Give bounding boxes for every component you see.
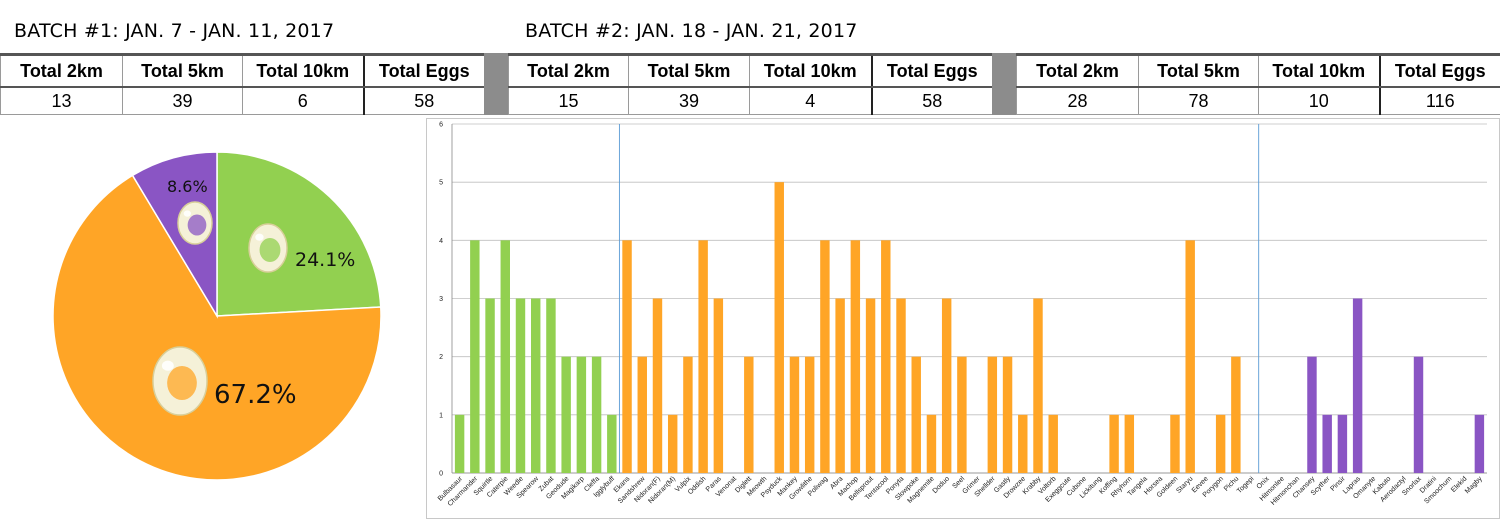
y-tick-label: 6 <box>439 122 443 129</box>
value-total-10km: 10 <box>1258 86 1380 115</box>
y-tick-label: 5 <box>439 180 443 187</box>
bar <box>1215 414 1226 473</box>
y-tick-label: 1 <box>439 412 443 419</box>
value-total-5km: 78 <box>1138 86 1259 115</box>
bar <box>500 240 510 473</box>
pie-slice-label: 8.6% <box>167 177 208 196</box>
y-tick-label: 3 <box>439 296 443 303</box>
value-total-2km: 13 <box>0 86 123 115</box>
header-total-10km: Total 10km <box>242 53 364 88</box>
green-egg-icon <box>248 223 288 273</box>
bar <box>515 298 526 473</box>
header-total-5km: Total 5km <box>1138 53 1259 88</box>
bar <box>850 240 861 473</box>
bar <box>546 298 556 473</box>
header-total-2km: Total 2km <box>1016 53 1139 88</box>
bar <box>1109 414 1119 473</box>
batch1-totals-table: Total 2km Total 5km Total 10km Total Egg… <box>0 53 485 115</box>
bar <box>804 356 815 473</box>
bar <box>941 298 952 473</box>
value-total-eggs: 58 <box>870 86 993 115</box>
bar <box>896 298 906 473</box>
purple-egg-icon <box>177 201 213 245</box>
header-total-10km: Total 10km <box>749 53 872 88</box>
bar <box>1033 298 1043 473</box>
pie-slice <box>52 174 382 481</box>
combined-totals-table: Total 2km Total 5km Total 10km Total Egg… <box>1016 53 1500 115</box>
bar <box>667 414 678 473</box>
bar <box>957 356 967 473</box>
header-total-5km: Total 5km <box>122 53 243 88</box>
bar <box>1307 356 1317 473</box>
bar <box>835 298 845 473</box>
batch2-title: BATCH #2: JAN. 18 - JAN. 21, 2017 <box>525 20 858 42</box>
pie-slice-label: 67.2% <box>214 380 297 410</box>
bar <box>1124 414 1135 473</box>
bar <box>1185 240 1195 473</box>
bar <box>1170 414 1180 473</box>
y-tick-label: 2 <box>439 354 443 361</box>
bar <box>607 414 617 473</box>
value-total-10km: 4 <box>749 86 872 115</box>
bar <box>820 240 830 473</box>
pie-slice <box>131 151 218 319</box>
bar <box>713 298 724 473</box>
value-total-5km: 39 <box>628 86 750 115</box>
bar <box>881 240 891 473</box>
bar <box>530 298 541 473</box>
bar <box>1018 414 1028 473</box>
bar <box>652 298 663 473</box>
header-total-eggs: Total Eggs <box>1378 53 1500 88</box>
bar <box>683 356 693 473</box>
bar <box>576 356 587 473</box>
bar <box>774 182 784 473</box>
bar <box>1352 298 1363 473</box>
header-total-10km: Total 10km <box>1258 53 1380 88</box>
totals-band: Total 2km Total 5km Total 10km Total Egg… <box>0 53 1500 115</box>
pokemon-hatch-bar-chart: 0123456BulbasaurCharmanderSquirtleCaterp… <box>426 118 1500 519</box>
bar <box>470 240 480 473</box>
bar <box>744 356 754 473</box>
bar <box>1048 414 1058 473</box>
bar <box>789 356 800 473</box>
header-total-eggs: Total Eggs <box>870 53 993 88</box>
bar <box>591 356 602 473</box>
bar <box>561 356 571 473</box>
header-total-2km: Total 2km <box>508 53 629 88</box>
bar <box>1337 414 1348 473</box>
bar <box>1002 356 1013 473</box>
batch2-totals-table: Total 2km Total 5km Total 10km Total Egg… <box>508 53 993 115</box>
bar <box>622 240 632 473</box>
bar <box>1413 356 1424 473</box>
header-total-2km: Total 2km <box>0 53 123 88</box>
value-total-2km: 28 <box>1016 86 1139 115</box>
table-divider <box>992 53 1016 115</box>
header-total-eggs: Total Eggs <box>362 53 485 88</box>
bar <box>454 414 465 473</box>
bar <box>926 414 937 473</box>
value-total-10km: 6 <box>242 86 364 115</box>
bar <box>865 298 876 473</box>
egg-distribution-pie-chart: 24.1% 67.2% 8.6% <box>52 151 382 481</box>
bar <box>987 356 998 473</box>
pie-slice <box>216 151 382 317</box>
batch1-title: BATCH #1: JAN. 7 - JAN. 11, 2017 <box>14 20 335 42</box>
value-total-5km: 39 <box>122 86 243 115</box>
orange-egg-icon <box>152 346 208 416</box>
value-total-eggs: 116 <box>1378 86 1500 115</box>
bar <box>637 356 647 473</box>
y-tick-label: 0 <box>439 471 443 478</box>
y-tick-label: 4 <box>439 238 443 245</box>
bar <box>1474 414 1485 473</box>
header-total-5km: Total 5km <box>628 53 750 88</box>
bar <box>1231 356 1241 473</box>
bar <box>698 240 708 473</box>
bar <box>1322 414 1332 473</box>
bar <box>911 356 921 473</box>
value-total-eggs: 58 <box>362 86 485 115</box>
table-divider <box>484 53 508 115</box>
pie-slice-label: 24.1% <box>295 249 355 271</box>
bar <box>485 298 495 473</box>
value-total-2km: 15 <box>508 86 629 115</box>
